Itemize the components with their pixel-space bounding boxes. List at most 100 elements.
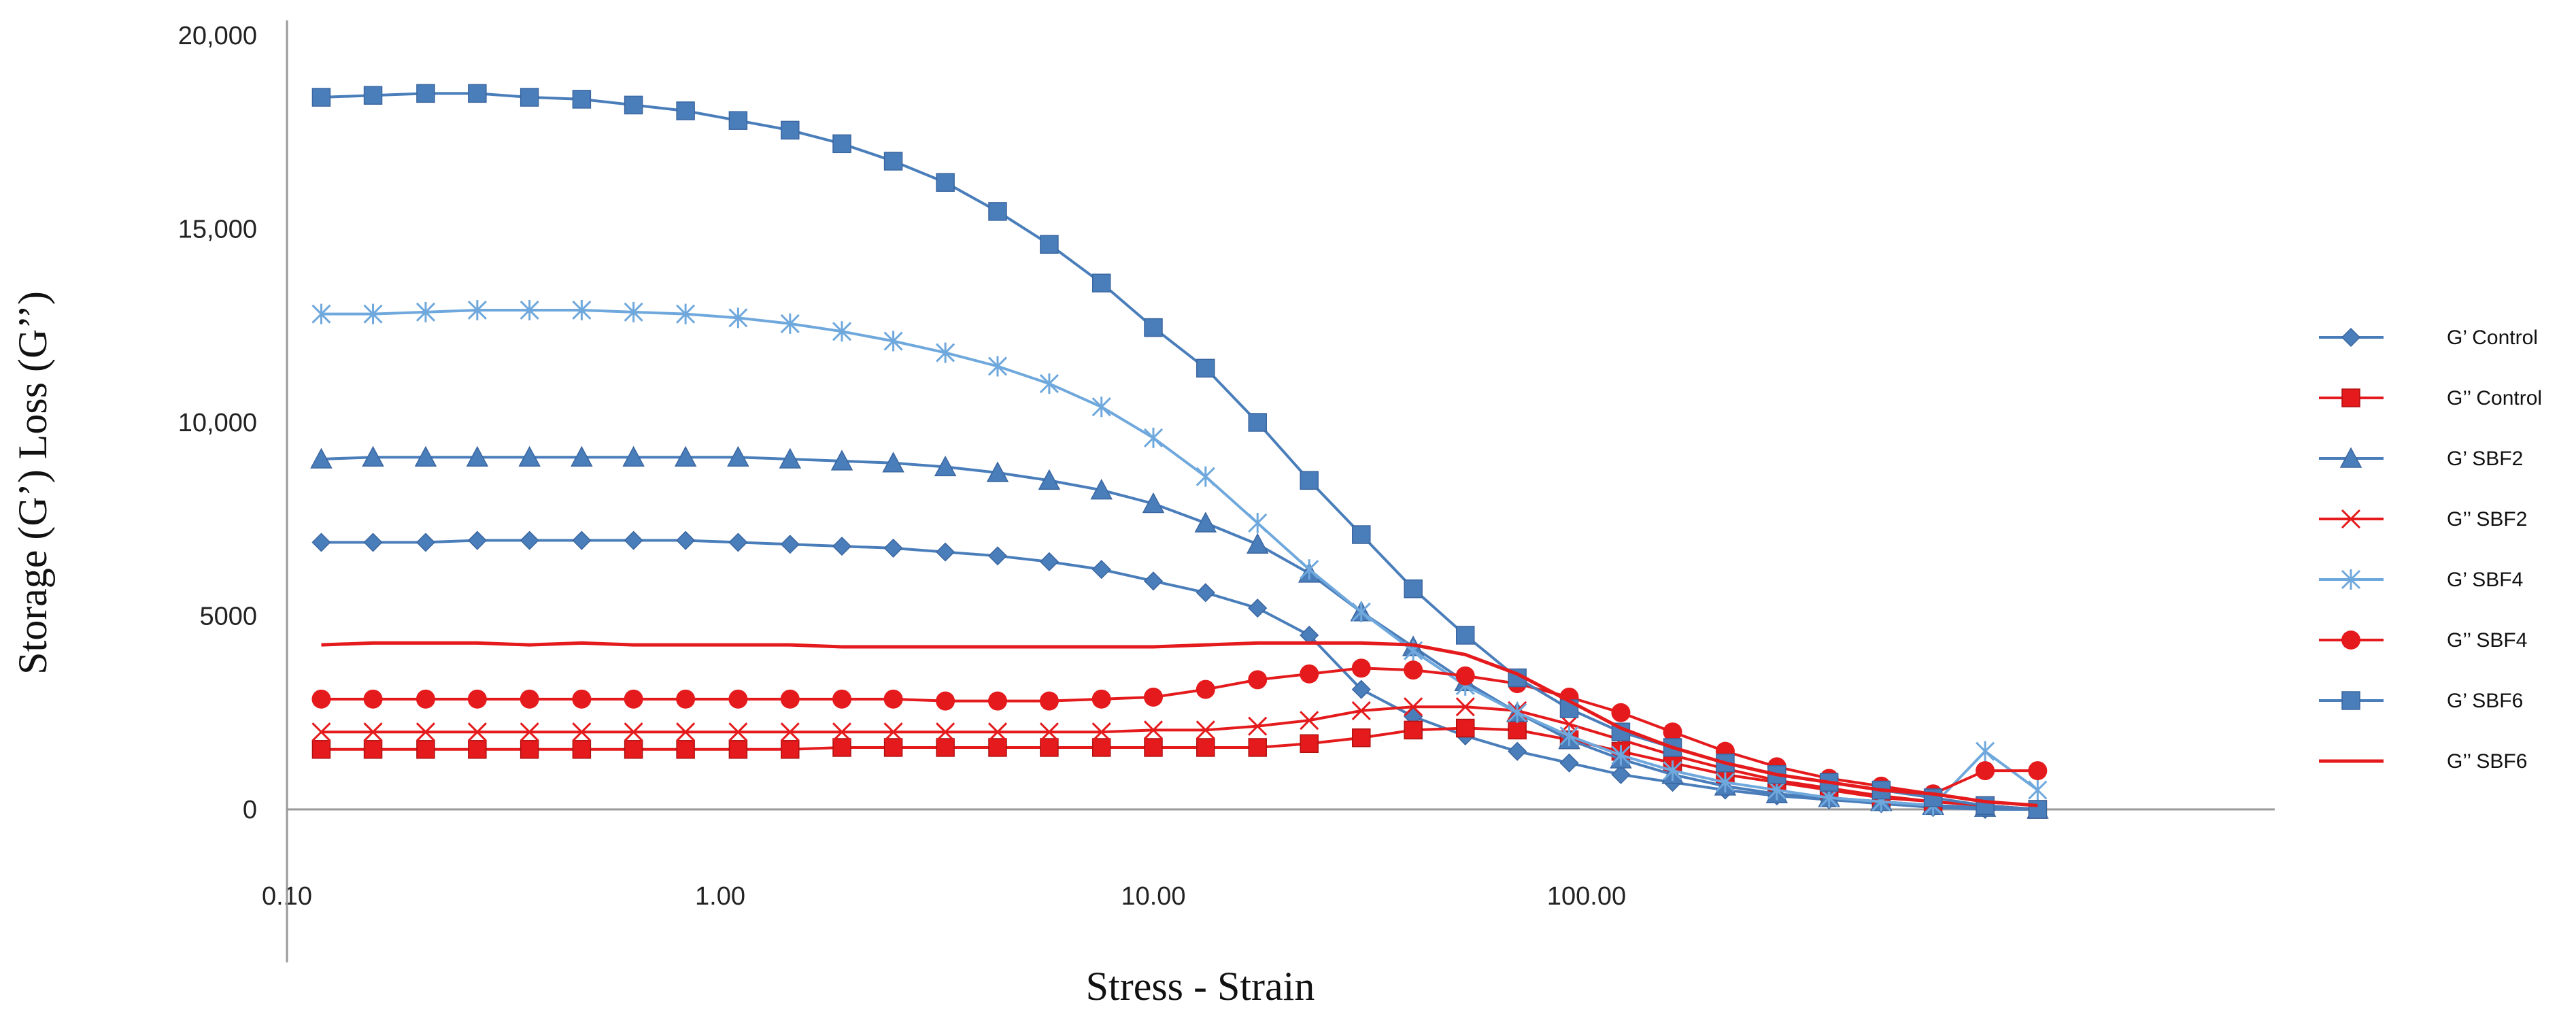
- legend-label: G’’ SBF2: [2447, 508, 2527, 531]
- data-point: [728, 689, 748, 709]
- data-point: [883, 152, 903, 171]
- series-line: [321, 539, 2038, 811]
- data-point: [1091, 689, 1111, 709]
- legend-item: G’ Control: [2319, 326, 2538, 349]
- data-point: [832, 689, 852, 709]
- data-point: [467, 689, 487, 709]
- data-point: [781, 120, 800, 140]
- data-point: [518, 446, 541, 467]
- data-point: [780, 535, 800, 554]
- legend-item: G’’ Control: [2319, 387, 2542, 409]
- data-point: [1038, 469, 1061, 490]
- y-tick-label: 10,000: [178, 409, 257, 437]
- data-point: [1039, 722, 1059, 742]
- legend-label: G’ SBF6: [2447, 690, 2523, 712]
- y-tick-label: 5000: [199, 603, 257, 631]
- data-point: [936, 738, 955, 757]
- data-point: [883, 538, 903, 558]
- data-point: [624, 740, 643, 759]
- data-point: [987, 691, 1007, 711]
- data-point: [311, 303, 331, 324]
- data-point: [727, 446, 749, 467]
- data-point: [674, 446, 697, 467]
- x-tick-label: 1.00: [695, 882, 745, 911]
- data-point: [936, 722, 955, 742]
- data-point: [572, 531, 592, 550]
- data-point: [1196, 583, 1215, 603]
- data-point: [362, 446, 384, 467]
- data-point: [1248, 670, 1268, 690]
- data-point: [363, 533, 383, 552]
- series-7: [321, 641, 2038, 807]
- legend-label: G’’ Control: [2447, 387, 2542, 409]
- series-2: [310, 446, 2049, 819]
- data-point: [571, 446, 593, 467]
- legend-label: G’ SBF2: [2447, 448, 2523, 470]
- data-point: [1300, 559, 1319, 580]
- legend-label: G’ SBF4: [2447, 569, 2523, 591]
- x-tick-label: 10.00: [1121, 882, 1185, 911]
- data-point: [467, 722, 487, 742]
- data-point: [728, 722, 748, 742]
- series-line: [321, 456, 2038, 811]
- data-point: [467, 299, 487, 320]
- legend-item: G’’ SBF2: [2319, 508, 2527, 531]
- data-point: [1248, 413, 1267, 432]
- data-point: [1143, 720, 1164, 740]
- x-axis-title: Stress - Strain: [1086, 964, 1315, 1009]
- data-point: [1300, 711, 1319, 730]
- data-point: [1455, 718, 1475, 738]
- series-4: [311, 299, 2048, 816]
- data-point: [1351, 679, 1371, 699]
- legend-label: G’’ SBF4: [2447, 629, 2527, 652]
- plot-series: [310, 84, 2049, 820]
- y-tick-label: 15,000: [178, 216, 257, 244]
- data-point: [936, 691, 955, 711]
- data-point: [1351, 658, 1371, 678]
- data-point: [936, 542, 955, 562]
- series-line: [321, 308, 2039, 807]
- legend-label: G’ Control: [2447, 326, 2538, 349]
- data-point: [883, 331, 903, 352]
- data-point: [987, 722, 1008, 742]
- series-6: [311, 84, 2048, 819]
- data-point: [520, 689, 539, 709]
- data-point: [624, 531, 643, 550]
- data-point: [466, 446, 489, 467]
- data-point: [311, 88, 331, 107]
- data-point: [1246, 533, 1269, 554]
- data-point: [676, 689, 696, 709]
- data-point: [883, 689, 903, 709]
- data-point: [363, 689, 383, 709]
- data-point: [1923, 788, 1943, 807]
- data-point: [572, 740, 592, 759]
- data-point: [832, 134, 851, 154]
- data-point: [1196, 738, 1215, 757]
- data-point: [882, 452, 904, 473]
- data-point: [520, 740, 539, 759]
- data-point: [520, 531, 539, 550]
- data-point: [1351, 701, 1371, 720]
- data-point: [1300, 471, 1319, 490]
- data-point: [1142, 492, 1165, 514]
- data-point: [1144, 318, 1163, 337]
- data-point: [988, 738, 1007, 757]
- data-point: [1352, 728, 1371, 747]
- data-point: [416, 301, 435, 322]
- data-point: [1404, 720, 1423, 740]
- data-point: [572, 299, 592, 320]
- data-point: [780, 722, 800, 742]
- data-point: [676, 303, 696, 324]
- data-point: [830, 450, 853, 471]
- data-point: [1559, 753, 1579, 773]
- data-point: [363, 740, 383, 759]
- data-point: [1040, 738, 1059, 757]
- data-point: [883, 722, 903, 742]
- data-point: [1663, 722, 1682, 742]
- y-axis-title: Storage (G’) Loss (G’’): [10, 291, 55, 675]
- data-point: [311, 740, 331, 759]
- data-point: [1248, 599, 1268, 618]
- data-point: [311, 722, 331, 742]
- legend-swatch-marker: [2341, 569, 2361, 590]
